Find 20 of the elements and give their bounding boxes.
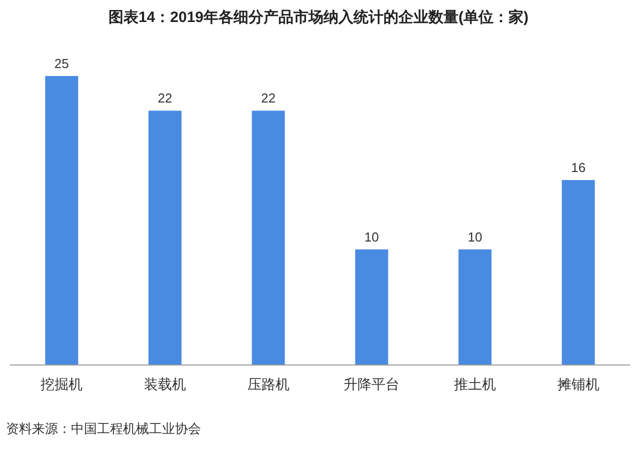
data-label: 10 [364,229,379,244]
x-tick-label: 压路机 [247,376,290,392]
data-label: 22 [158,90,172,106]
x-tick-label: 升降平台 [344,376,400,392]
bar [355,249,388,365]
data-label: 10 [468,229,482,244]
data-label: 25 [54,56,69,71]
bar [148,110,182,365]
x-tick-label: 装载机 [144,376,186,392]
bar [562,180,595,365]
bar [252,110,285,365]
bar [45,76,78,365]
data-label: 16 [571,160,586,176]
text: 资料来源：中国工程机械工业协会 [6,421,201,436]
chart-title: 图表14：2019年各细分产品市场纳入统计的企业数量(单位：家) [108,8,529,26]
bar [458,249,492,365]
x-tick-label: 推土机 [454,376,496,392]
x-tick-label: 挖掘机 [40,376,83,392]
x-tick-label: 摊铺机 [557,376,600,392]
data-label: 22 [261,90,276,106]
